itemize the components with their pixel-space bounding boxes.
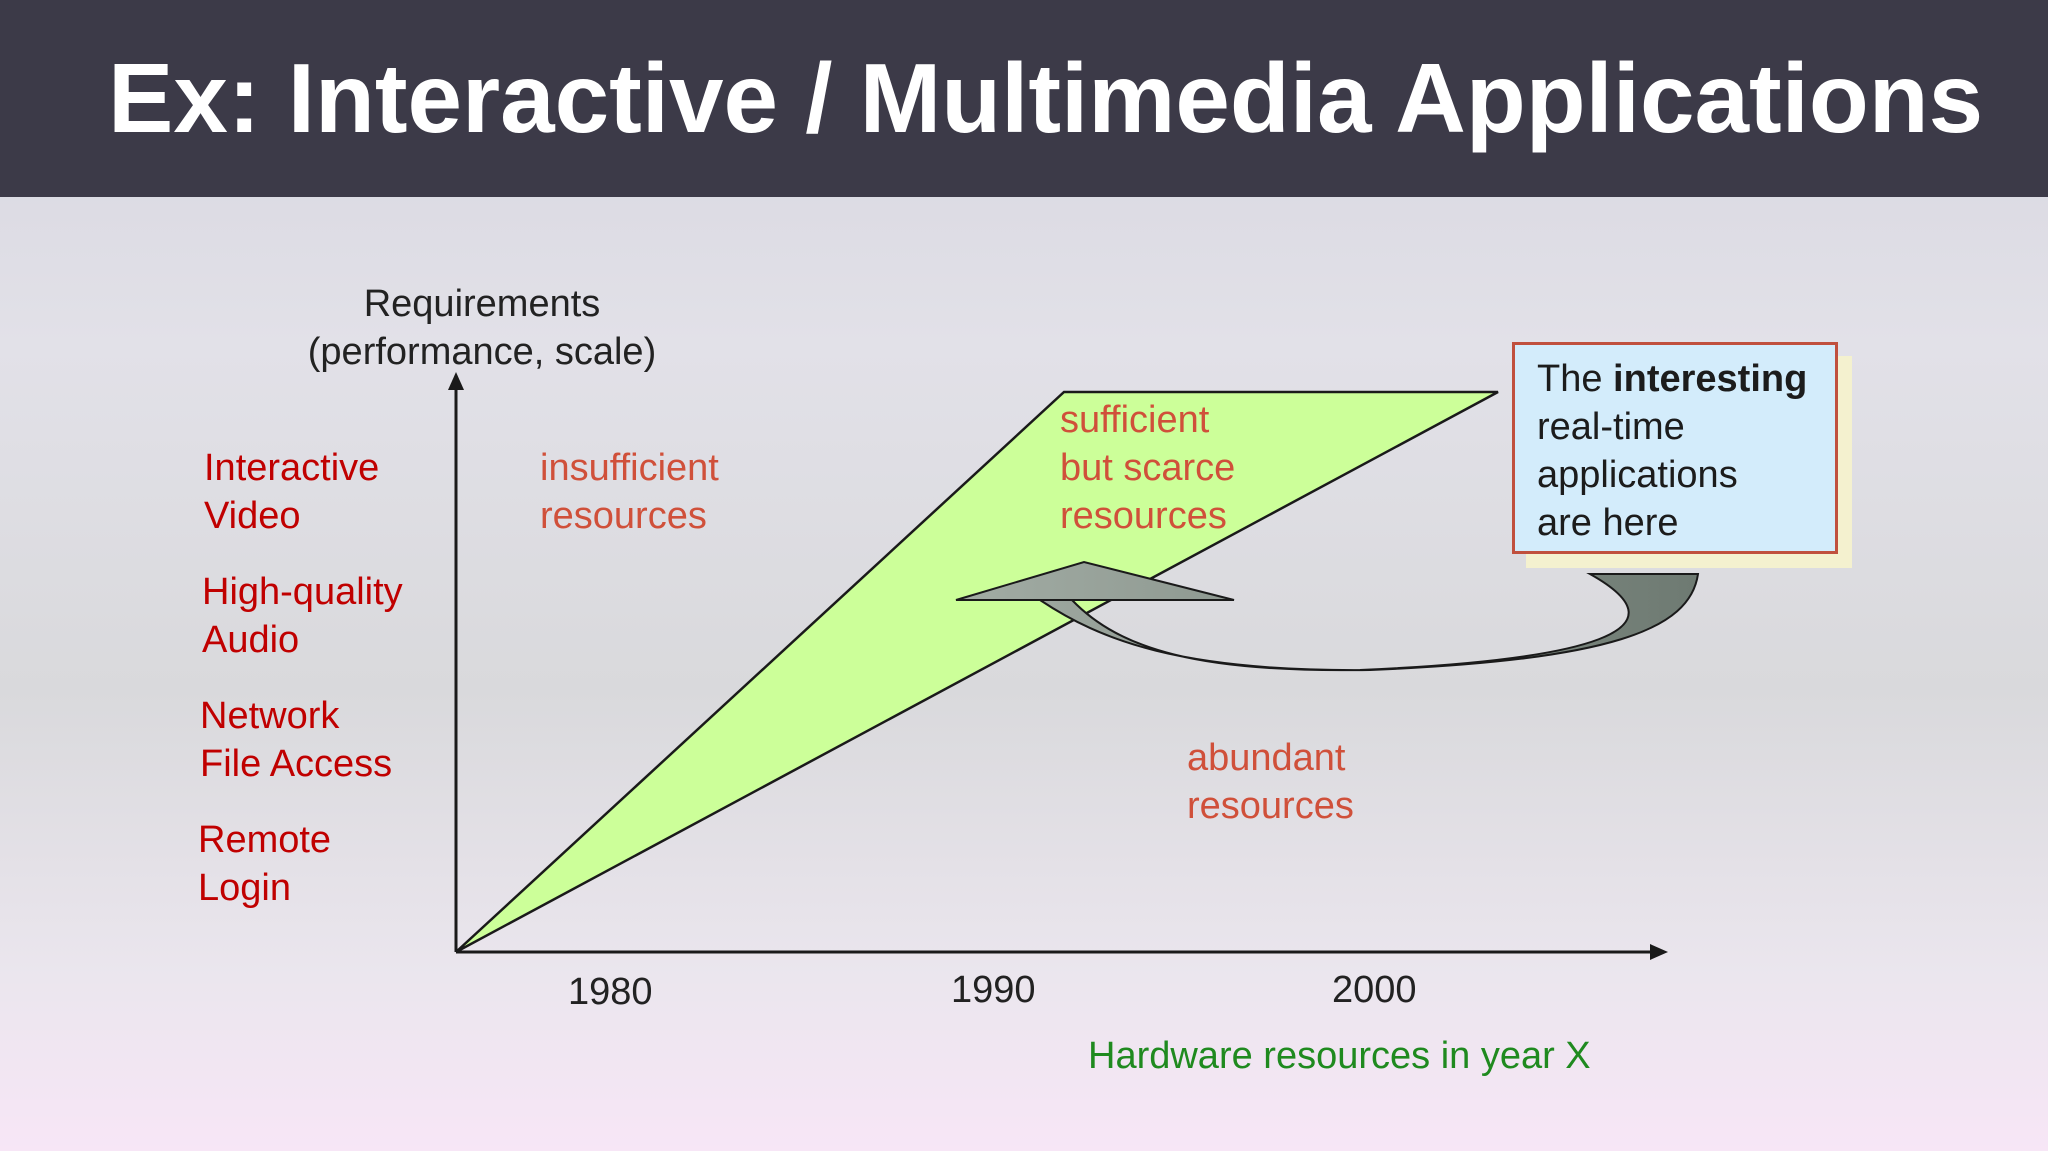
x-axis-arrowhead	[1650, 944, 1668, 960]
requirement-remote-login: Remote Login	[198, 816, 331, 912]
requirement-line1: Interactive	[204, 447, 380, 489]
zone-line2: but scarce	[1060, 447, 1236, 489]
requirement-high-quality-audio: High-quality Audio	[202, 568, 403, 664]
title-bar	[0, 0, 2048, 197]
callout-prefix: The	[1537, 358, 1614, 400]
zone-line1: sufficient	[1060, 399, 1210, 441]
requirement-interactive-video: Interactive Video	[204, 444, 379, 540]
zone-sufficient-label: sufficient but scarce resources	[1060, 396, 1235, 540]
requirement-network-file-access: Network File Access	[200, 692, 392, 788]
callout-line3: applications	[1537, 454, 1738, 496]
y-axis-label-line2: (performance, scale)	[307, 331, 657, 373]
requirement-line2: File Access	[200, 743, 393, 785]
requirement-line2: Video	[204, 495, 301, 537]
requirement-line2: Audio	[202, 619, 300, 661]
sufficient-region	[455, 390, 1499, 954]
zone-line1: abundant	[1187, 737, 1346, 779]
zone-insufficient-label: insufficient resources	[540, 444, 719, 540]
x-tick-2000: 2000	[1332, 969, 1417, 1011]
zone-line2: resources	[1187, 785, 1354, 827]
callout-line2: real-time	[1537, 406, 1685, 448]
zone-line1: insufficient	[540, 447, 719, 489]
callout-line1: The interesting	[1537, 355, 1835, 403]
x-tick-1980: 1980	[568, 971, 653, 1013]
y-axis-arrowhead	[448, 372, 464, 390]
curved-arrow	[955, 560, 1700, 672]
callout-line4: are here	[1537, 502, 1679, 544]
zone-line3: resources	[1060, 495, 1227, 537]
requirement-line1: Network	[200, 695, 340, 737]
y-axis-label: Requirements (performance, scale)	[296, 280, 668, 376]
requirement-line2: Login	[198, 867, 291, 909]
callout-box: The interesting real-time applications a…	[1512, 342, 1838, 554]
callout-bold: interesting	[1613, 358, 1808, 400]
zone-abundant-label: abundant resources	[1187, 734, 1354, 830]
requirement-line1: High-quality	[202, 571, 403, 613]
x-tick-1990: 1990	[951, 969, 1036, 1011]
zone-line2: resources	[540, 495, 707, 537]
y-axis-label-line1: Requirements	[363, 283, 601, 325]
slide-title: Ex: Interactive / Multimedia Application…	[108, 43, 1984, 153]
requirement-line1: Remote	[198, 819, 332, 861]
x-axis-label: Hardware resources in year X	[1088, 1035, 1591, 1077]
